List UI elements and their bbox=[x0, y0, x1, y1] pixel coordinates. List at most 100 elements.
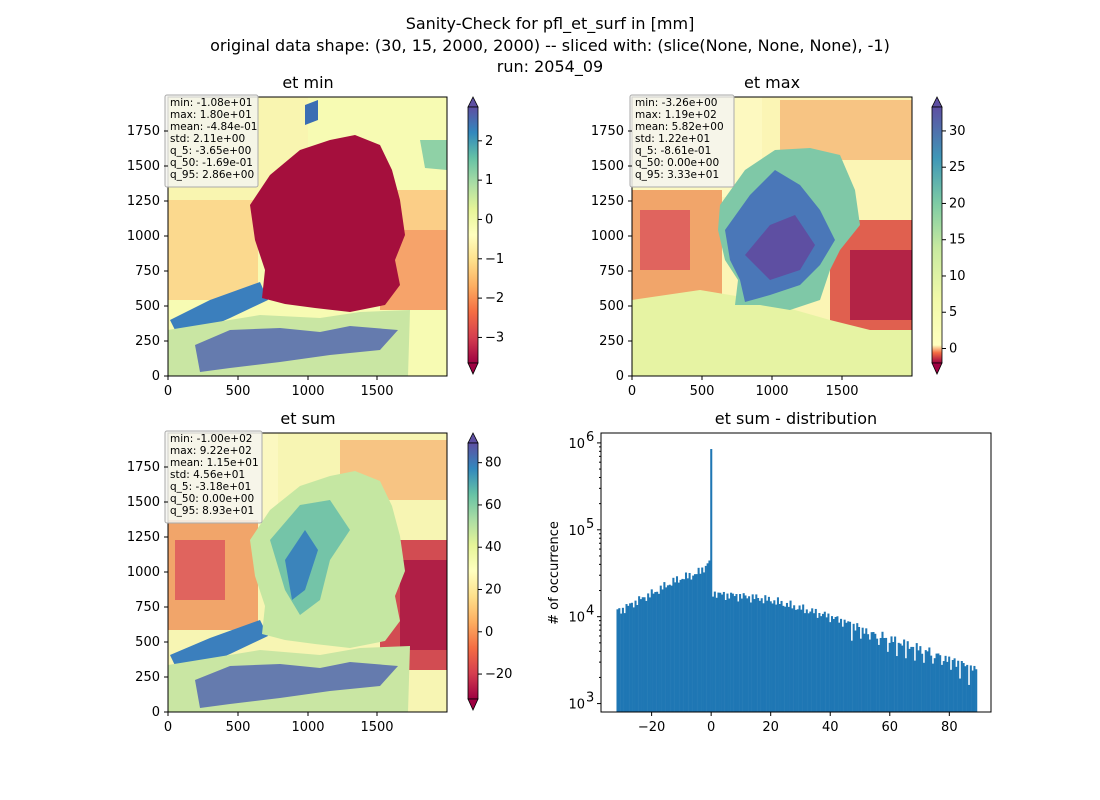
histogram-bar bbox=[832, 619, 835, 712]
x-tick: 60 bbox=[882, 712, 898, 735]
histogram-bar bbox=[766, 600, 769, 712]
histogram-bar bbox=[657, 593, 660, 712]
histogram-bar bbox=[679, 579, 682, 712]
histogram-bar bbox=[901, 645, 904, 712]
figure-title-line-3: run: 2054_09 bbox=[497, 57, 603, 77]
histogram-bar bbox=[825, 617, 828, 712]
histogram-bar bbox=[762, 603, 765, 712]
map-stats-box: min: -3.26e+00 max: 1.19e+02 mean: 5.82e… bbox=[629, 94, 735, 188]
histogram-bar bbox=[823, 611, 826, 712]
svg-text:10: 10 bbox=[568, 437, 585, 452]
x-tick: −20 bbox=[638, 712, 665, 735]
histogram-bar bbox=[737, 601, 740, 712]
histogram-bar bbox=[933, 658, 936, 712]
svg-text:1000: 1000 bbox=[127, 229, 160, 244]
histogram-bar bbox=[638, 596, 641, 712]
histogram-bar bbox=[908, 648, 911, 712]
y-tick: 1250 bbox=[127, 194, 168, 209]
histogram-bar bbox=[767, 596, 770, 712]
histogram-bar bbox=[919, 646, 922, 712]
histogram-bar bbox=[796, 609, 799, 712]
colorbar-tick: 80 bbox=[478, 456, 502, 471]
histogram-bar bbox=[647, 593, 650, 712]
y-tick: 250 bbox=[135, 334, 168, 349]
x-tick: 500 bbox=[690, 376, 714, 399]
x-tick: 20 bbox=[762, 712, 779, 735]
svg-text:500: 500 bbox=[226, 720, 251, 735]
stat-line: max: 9.22e+02 bbox=[170, 445, 252, 457]
histogram-bar bbox=[787, 606, 790, 712]
histogram-bar bbox=[931, 663, 934, 712]
histogram-bar bbox=[858, 626, 861, 712]
histogram-bar bbox=[850, 640, 853, 712]
histogram-bar bbox=[785, 602, 788, 712]
histogram-bar bbox=[758, 600, 761, 712]
histogram-bar bbox=[764, 595, 767, 712]
histogram-bar bbox=[849, 621, 852, 712]
svg-text:40: 40 bbox=[485, 540, 502, 555]
histogram-bar bbox=[722, 591, 725, 712]
svg-text:1750: 1750 bbox=[591, 124, 624, 139]
histogram-bar bbox=[681, 578, 684, 712]
svg-text:1500: 1500 bbox=[360, 720, 393, 735]
histogram-x-axis: −20 0 20 40 60 80 bbox=[638, 712, 958, 735]
histogram-bar bbox=[903, 639, 906, 712]
svg-text:3: 3 bbox=[586, 691, 594, 706]
histogram-bar bbox=[634, 600, 637, 712]
histogram-bar bbox=[881, 631, 884, 712]
histogram-bar bbox=[704, 565, 707, 712]
x-tick: 1000 bbox=[291, 376, 325, 399]
histogram-bar bbox=[623, 613, 626, 712]
histogram-bar bbox=[949, 669, 953, 712]
svg-text:0: 0 bbox=[616, 369, 624, 384]
y-tick: 10 3 bbox=[568, 691, 601, 713]
histogram-bar bbox=[746, 598, 749, 712]
histogram-bar bbox=[659, 585, 662, 712]
colorbar-tick: 1 bbox=[478, 173, 493, 188]
histogram-bar bbox=[944, 655, 947, 712]
y-tick: 750 bbox=[135, 264, 168, 279]
figure-title-line-1: Sanity-Check for pfl_et_surf in [mm] bbox=[406, 14, 695, 34]
histogram-bar bbox=[930, 655, 933, 712]
histogram-bar bbox=[975, 669, 978, 712]
stat-line: max: 1.19e+02 bbox=[635, 109, 717, 121]
stat-line: q_5: -8.61e-01 bbox=[635, 145, 711, 157]
svg-text:1000: 1000 bbox=[127, 565, 160, 580]
histogram-bar bbox=[775, 604, 778, 712]
histogram-bar bbox=[798, 605, 801, 712]
colorbar-tick: 5 bbox=[942, 305, 957, 320]
histogram-bar bbox=[802, 604, 805, 712]
stat-line: min: -1.08e+01 bbox=[170, 97, 252, 109]
colorbar-tick: 20 bbox=[942, 196, 966, 211]
svg-text:20: 20 bbox=[485, 582, 502, 597]
svg-text:500: 500 bbox=[135, 299, 160, 314]
figure-title-line-2: original data shape: (30, 15, 2000, 2000… bbox=[210, 36, 890, 55]
map-x-axis: 0 500 1000 1500 bbox=[164, 376, 394, 399]
histogram-bar bbox=[964, 666, 967, 712]
histogram-bar bbox=[672, 577, 675, 712]
histogram-bar bbox=[636, 605, 639, 712]
stat-line: min: -3.26e+00 bbox=[635, 97, 717, 109]
svg-text:5: 5 bbox=[586, 517, 594, 532]
stat-line: q_5: -3.65e+00 bbox=[170, 145, 251, 157]
histogram-bar bbox=[890, 636, 893, 712]
histogram-bar bbox=[935, 653, 938, 712]
histogram-bar bbox=[951, 659, 954, 712]
histogram-bar bbox=[784, 606, 787, 712]
colorbar-tick: 0 bbox=[942, 341, 957, 356]
histogram-bar bbox=[757, 598, 760, 712]
histogram-bar bbox=[865, 628, 868, 712]
map-y-axis: 0 250 500 750 1000 1250 1500 1750 bbox=[127, 460, 168, 720]
histogram-bar bbox=[794, 609, 797, 712]
map-y-axis: 0 250 500 750 1000 1250 1500 1750 bbox=[127, 124, 168, 384]
y-tick: 0 bbox=[152, 705, 168, 720]
y-tick: 10 5 bbox=[568, 517, 601, 539]
svg-text:10: 10 bbox=[568, 698, 585, 713]
map-x-axis: 0 500 1000 1500 bbox=[164, 712, 394, 735]
histogram-bar bbox=[677, 582, 680, 712]
histogram-bar bbox=[814, 608, 817, 712]
svg-text:−20: −20 bbox=[638, 720, 665, 735]
svg-text:80: 80 bbox=[941, 720, 958, 735]
svg-text:1000: 1000 bbox=[591, 229, 624, 244]
stat-line: std: 1.22e+01 bbox=[635, 133, 710, 145]
